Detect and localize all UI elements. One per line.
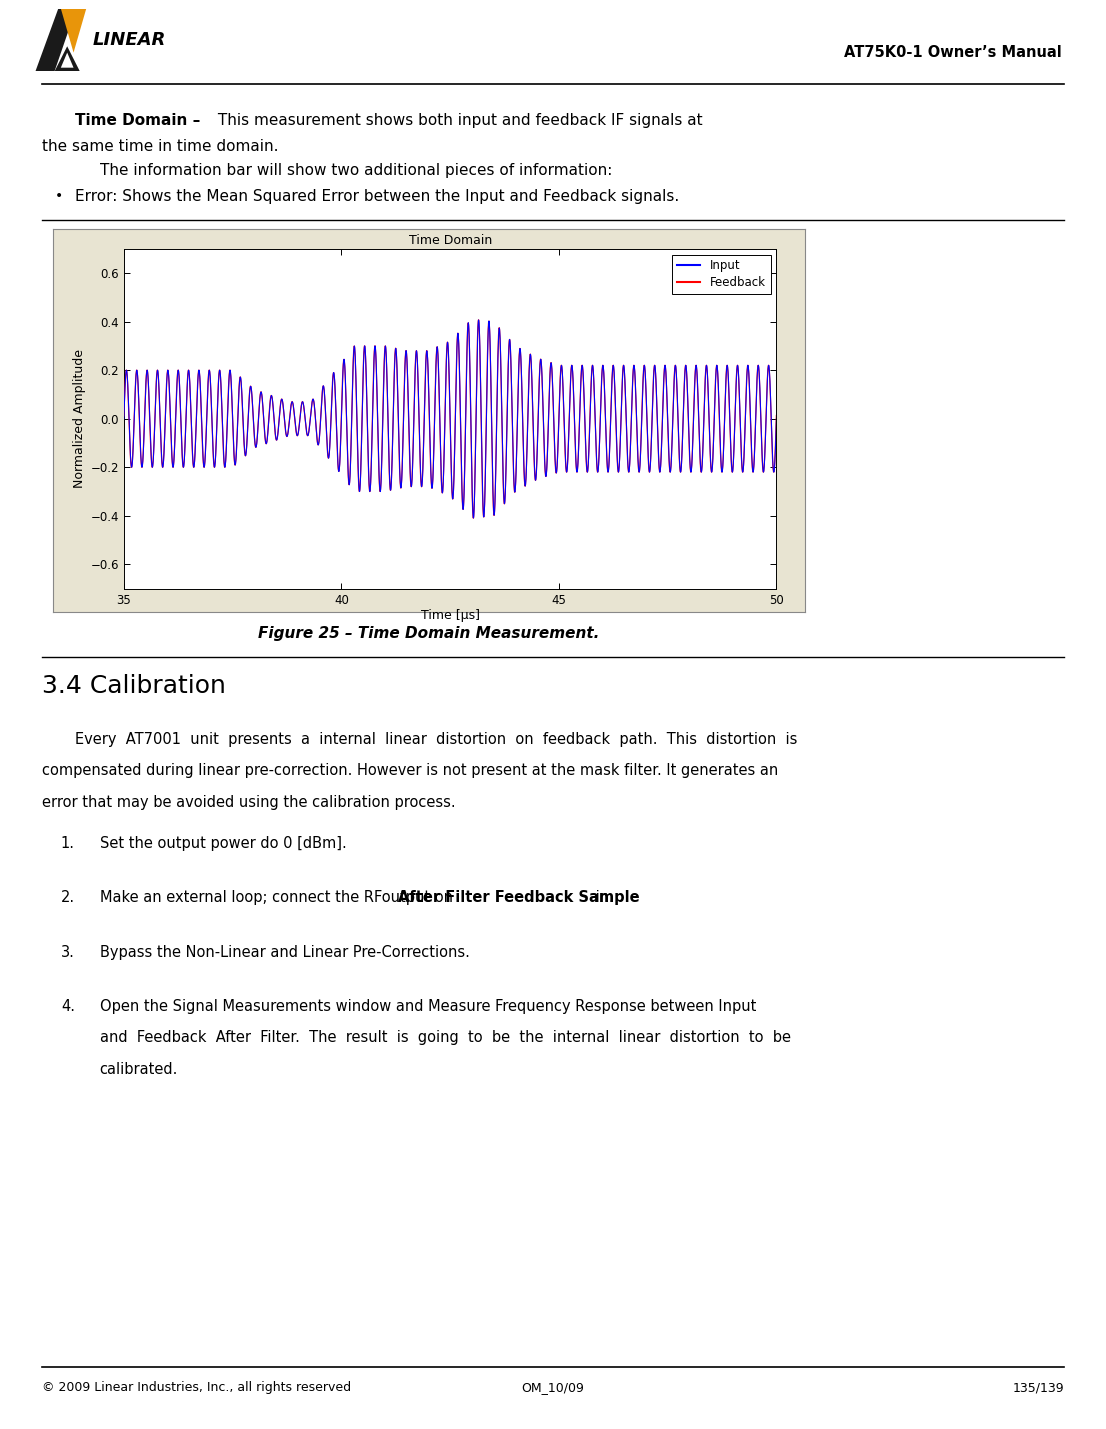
Text: Open the Signal Measurements window and Measure Frequency Response between Input: Open the Signal Measurements window and … bbox=[100, 999, 755, 1013]
Input bbox=[230, 430, 243, 447]
Text: AT75K0-1 Owner’s Manual: AT75K0-1 Owner’s Manual bbox=[844, 44, 1062, 60]
Input bbox=[758, 460, 771, 477]
Polygon shape bbox=[61, 9, 86, 53]
Y-axis label: Normalized Amplitude: Normalized Amplitude bbox=[73, 349, 86, 489]
Feedback bbox=[230, 429, 243, 446]
Input bbox=[472, 312, 486, 329]
Input bbox=[770, 410, 783, 427]
Text: 135/139: 135/139 bbox=[1012, 1380, 1064, 1395]
Text: 4.: 4. bbox=[61, 999, 75, 1013]
Polygon shape bbox=[61, 53, 73, 67]
Text: Error: Shows the Mean Squared Error between the Input and Feedback signals.: Error: Shows the Mean Squared Error betw… bbox=[75, 189, 679, 203]
Text: •: • bbox=[55, 189, 63, 203]
Text: © 2009 Linear Industries, Inc., all rights reserved: © 2009 Linear Industries, Inc., all righ… bbox=[42, 1380, 351, 1395]
Text: and  Feedback  After  Filter.  The  result  is  going  to  be  the  internal  li: and Feedback After Filter. The result is… bbox=[100, 1030, 791, 1045]
Text: Bypass the Non-Linear and Linear Pre-Corrections.: Bypass the Non-Linear and Linear Pre-Cor… bbox=[100, 945, 469, 959]
Polygon shape bbox=[54, 46, 80, 71]
Feedback bbox=[472, 312, 486, 329]
Text: This measurement shows both input and feedback IF signals at: This measurement shows both input and fe… bbox=[213, 113, 703, 127]
Text: LINEAR: LINEAR bbox=[93, 31, 166, 49]
Text: the same time in time domain.: the same time in time domain. bbox=[42, 139, 279, 153]
Text: 3.4 Calibration: 3.4 Calibration bbox=[42, 674, 226, 699]
X-axis label: Time [μs]: Time [μs] bbox=[420, 609, 480, 623]
Text: Set the output power do 0 [dBm].: Set the output power do 0 [dBm]. bbox=[100, 836, 346, 850]
Text: Time Domain –: Time Domain – bbox=[75, 113, 200, 127]
Polygon shape bbox=[35, 9, 76, 71]
Text: compensated during linear pre-correction. However is not present at the mask fil: compensated during linear pre-correction… bbox=[42, 763, 779, 777]
Input bbox=[687, 404, 700, 422]
Text: Every  AT7001  unit  presents  a  internal  linear  distortion  on  feedback  pa: Every AT7001 unit presents a internal li… bbox=[75, 732, 797, 746]
Text: The information bar will show two additional pieces of information:: The information bar will show two additi… bbox=[100, 163, 612, 177]
Text: Make an external loop; connect the RFoutput on: Make an external loop; connect the RFout… bbox=[100, 890, 457, 905]
Line: Feedback: Feedback bbox=[124, 320, 776, 519]
Feedback bbox=[367, 347, 380, 364]
Feedback bbox=[687, 402, 700, 419]
Input bbox=[117, 410, 131, 427]
Text: 3.: 3. bbox=[61, 945, 75, 959]
Feedback bbox=[396, 452, 409, 469]
Feedback bbox=[758, 460, 771, 477]
Text: After Filter Feedback Sample: After Filter Feedback Sample bbox=[398, 890, 640, 905]
Text: 1.: 1. bbox=[61, 836, 75, 850]
Text: 2.: 2. bbox=[61, 890, 75, 905]
Text: error that may be avoided using the calibration process.: error that may be avoided using the cali… bbox=[42, 795, 456, 809]
Input bbox=[396, 454, 409, 472]
Feedback bbox=[770, 407, 783, 424]
Line: Input: Input bbox=[124, 320, 776, 517]
Input bbox=[367, 349, 380, 366]
Legend: Input, Feedback: Input, Feedback bbox=[672, 254, 771, 293]
Feedback bbox=[467, 510, 480, 527]
Text: in.: in. bbox=[591, 890, 614, 905]
Feedback bbox=[191, 364, 205, 382]
Text: OM_10/09: OM_10/09 bbox=[522, 1380, 584, 1395]
Feedback bbox=[117, 407, 131, 424]
Input bbox=[191, 366, 205, 383]
Text: calibrated.: calibrated. bbox=[100, 1062, 178, 1076]
Text: Figure 25 – Time Domain Measurement.: Figure 25 – Time Domain Measurement. bbox=[259, 626, 599, 640]
Title: Time Domain: Time Domain bbox=[408, 234, 492, 247]
Input bbox=[467, 509, 480, 526]
